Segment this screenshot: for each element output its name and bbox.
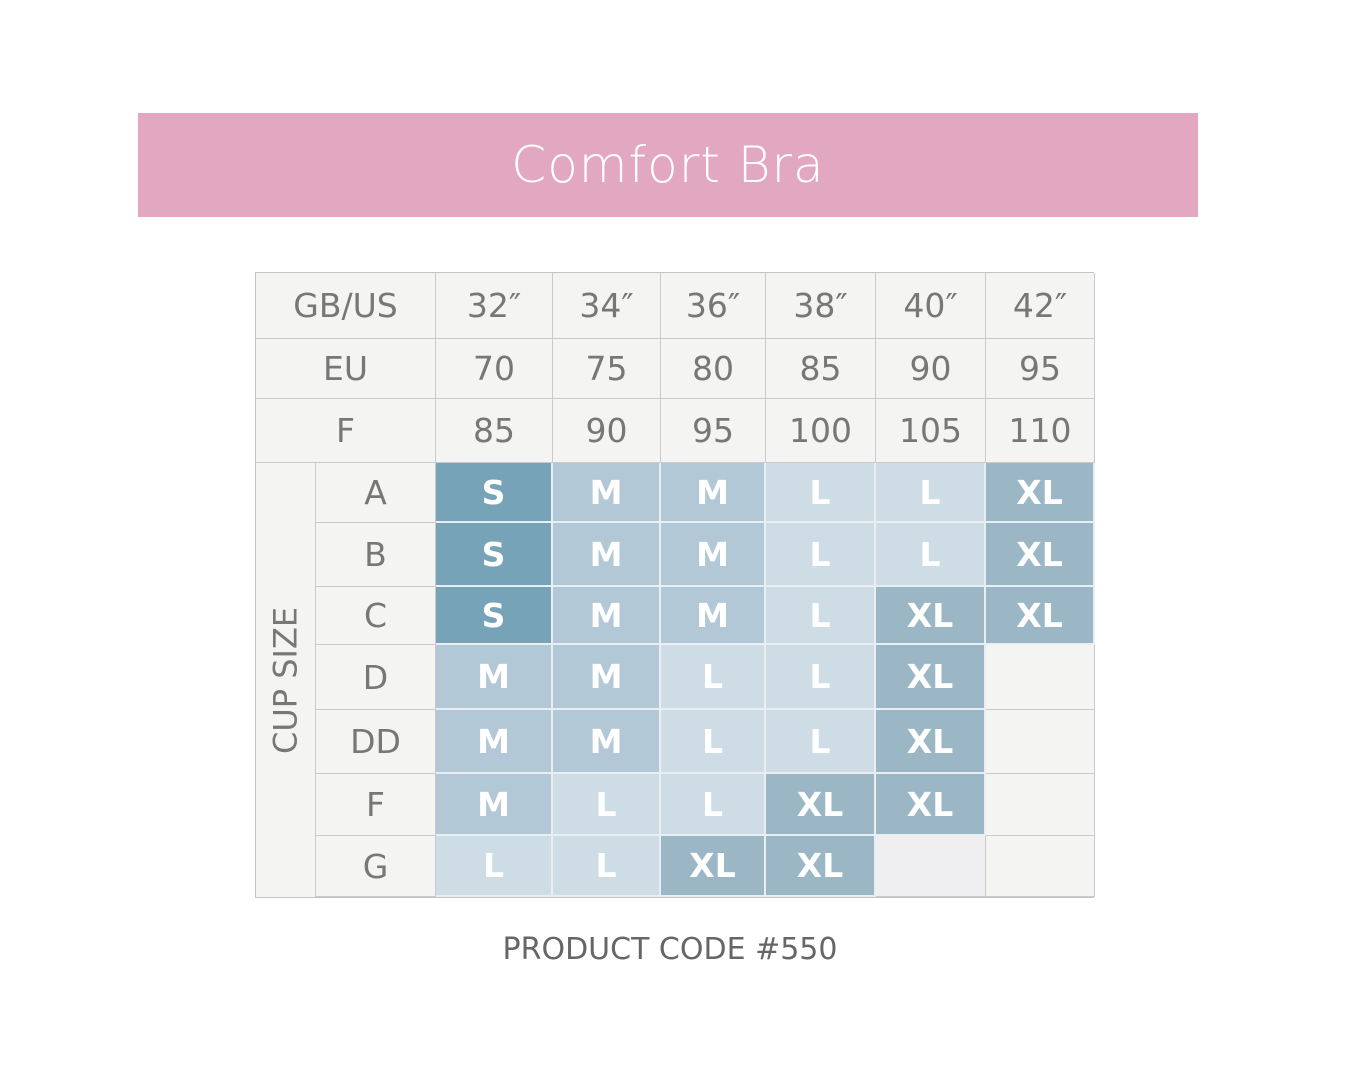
empty-cell xyxy=(986,645,1095,710)
size-cell: XL xyxy=(876,710,986,774)
cup-label: F xyxy=(316,774,436,836)
band-size-cell: 80 xyxy=(661,339,766,399)
size-cell: L xyxy=(661,645,766,710)
size-chart-table: GB/US 32″ 34″ 36″ 38″ 40″ 42″ EU 70 75 80 85 90 95 F 85… xyxy=(255,272,1095,898)
size-cell: M xyxy=(436,710,553,774)
size-cell: M xyxy=(553,463,661,523)
cup-label: G xyxy=(316,836,436,897)
size-cell: L xyxy=(661,774,766,836)
cup-size-label: CUP SIZE xyxy=(256,463,316,897)
size-cell: L xyxy=(876,463,986,523)
band-size-cell: 95 xyxy=(986,339,1095,399)
header-row-label: EU xyxy=(256,339,436,399)
cup-label: DD xyxy=(316,710,436,774)
size-cell: L xyxy=(876,523,986,587)
size-cell: S xyxy=(436,523,553,587)
empty-cell xyxy=(986,836,1095,897)
band-size-cell: 38″ xyxy=(766,273,876,339)
size-cell: M xyxy=(436,774,553,836)
band-size-cell: 75 xyxy=(553,339,661,399)
product-code: PRODUCT CODE #550 xyxy=(502,932,838,967)
size-cell: M xyxy=(553,645,661,710)
size-cell: L xyxy=(436,836,553,897)
size-cell: XL xyxy=(766,836,876,897)
size-cell: M xyxy=(661,523,766,587)
band-size-cell: 32″ xyxy=(436,273,553,339)
size-cell: XL xyxy=(986,523,1095,587)
size-cell: XL xyxy=(986,587,1095,645)
size-cell: M xyxy=(661,463,766,523)
band-size-cell: 42″ xyxy=(986,273,1095,339)
size-cell: L xyxy=(766,463,876,523)
size-cell: L xyxy=(553,836,661,897)
cup-label: D xyxy=(316,645,436,710)
size-cell: XL xyxy=(876,645,986,710)
size-cell: M xyxy=(553,523,661,587)
header-row-label: GB/US xyxy=(256,273,436,339)
size-cell: XL xyxy=(661,836,766,897)
size-cell: L xyxy=(766,523,876,587)
size-cell: M xyxy=(436,645,553,710)
band-size-cell: 90 xyxy=(876,339,986,399)
band-size-cell: 36″ xyxy=(661,273,766,339)
band-size-cell: 85 xyxy=(436,399,553,463)
title-banner: Comfort Bra xyxy=(138,113,1198,217)
band-size-cell: 70 xyxy=(436,339,553,399)
empty-cell xyxy=(986,710,1095,774)
cup-label: C xyxy=(316,587,436,645)
size-cell: M xyxy=(553,587,661,645)
band-size-cell: 105 xyxy=(876,399,986,463)
cup-label: B xyxy=(316,523,436,587)
size-cell: L xyxy=(553,774,661,836)
size-cell: L xyxy=(766,710,876,774)
band-size-cell: 85 xyxy=(766,339,876,399)
header-row-label: F xyxy=(256,399,436,463)
band-size-cell: 34″ xyxy=(553,273,661,339)
size-cell: L xyxy=(661,710,766,774)
band-size-cell: 110 xyxy=(986,399,1095,463)
band-size-cell: 90 xyxy=(553,399,661,463)
size-cell: S xyxy=(436,463,553,523)
size-cell: XL xyxy=(766,774,876,836)
band-size-cell: 40″ xyxy=(876,273,986,339)
size-cell: XL xyxy=(876,587,986,645)
empty-cell xyxy=(876,836,986,897)
size-cell: L xyxy=(766,587,876,645)
empty-cell xyxy=(986,774,1095,836)
band-size-cell: 100 xyxy=(766,399,876,463)
band-size-cell: 95 xyxy=(661,399,766,463)
size-cell: S xyxy=(436,587,553,645)
cup-label: A xyxy=(316,463,436,523)
title: Comfort Bra xyxy=(511,136,825,194)
size-cell: XL xyxy=(986,463,1095,523)
size-cell: XL xyxy=(876,774,986,836)
size-cell: M xyxy=(661,587,766,645)
size-cell: M xyxy=(553,710,661,774)
size-cell: L xyxy=(766,645,876,710)
